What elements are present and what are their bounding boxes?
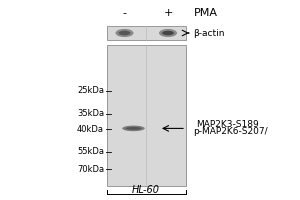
Text: p-MAP2K6-S207/: p-MAP2K6-S207/ — [194, 127, 268, 136]
Text: PMA: PMA — [194, 8, 218, 18]
Text: -: - — [122, 8, 127, 18]
Ellipse shape — [119, 31, 130, 35]
Ellipse shape — [159, 29, 177, 37]
Text: 40kDa: 40kDa — [77, 124, 104, 134]
Ellipse shape — [116, 29, 134, 37]
Text: +: + — [163, 8, 173, 18]
Text: 25kDa: 25kDa — [77, 86, 104, 95]
Text: 35kDa: 35kDa — [77, 110, 104, 118]
Text: HL-60: HL-60 — [132, 185, 160, 195]
Text: 55kDa: 55kDa — [77, 148, 104, 156]
Ellipse shape — [126, 127, 141, 130]
Ellipse shape — [122, 126, 145, 131]
Text: 70kDa: 70kDa — [77, 164, 104, 173]
Text: β-actin: β-actin — [194, 28, 225, 38]
Bar — [106, 45, 186, 186]
Ellipse shape — [162, 31, 174, 35]
Text: MAP2K3-S189: MAP2K3-S189 — [196, 120, 259, 129]
Bar — [106, 26, 186, 40]
